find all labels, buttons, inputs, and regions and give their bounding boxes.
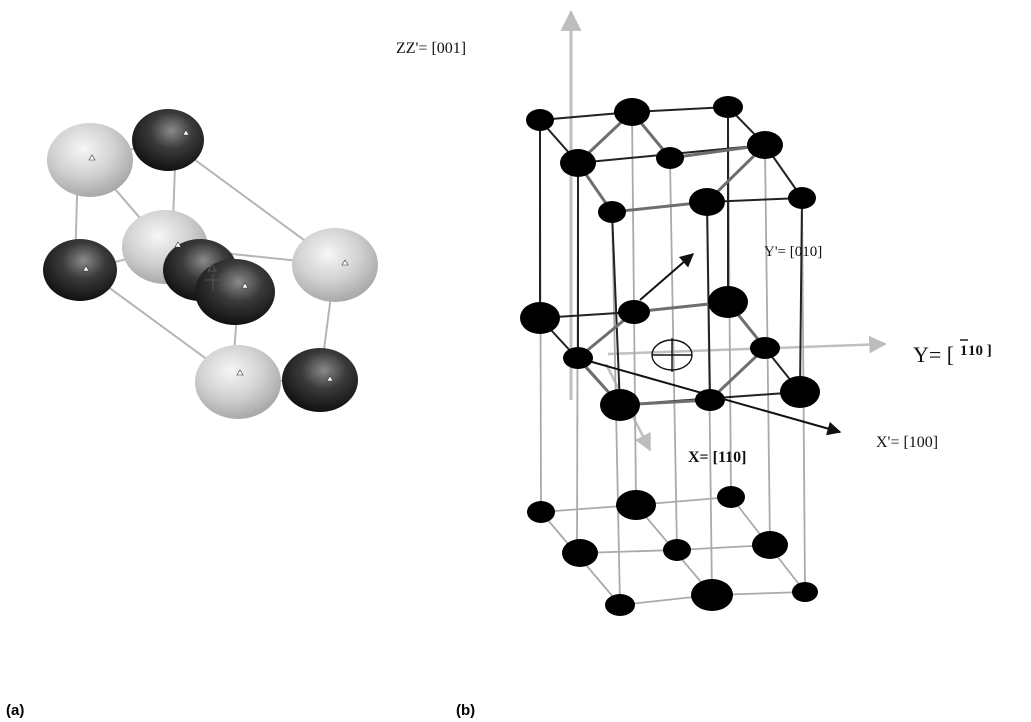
y-prime-axis (639, 253, 695, 301)
atom (562, 539, 598, 567)
x-label: X= [110] (688, 449, 746, 466)
atom (689, 188, 725, 216)
y-prime-label: Y'= [010] (764, 244, 822, 260)
panel-a-caption: (a) (6, 702, 24, 719)
atom (526, 109, 554, 131)
zz-prime-label: ZZ'= [001] (396, 40, 466, 57)
atom-dark (282, 348, 358, 412)
atom (560, 149, 596, 177)
atom (605, 594, 635, 616)
atom (752, 531, 788, 559)
y-axis (607, 335, 887, 356)
atom (563, 347, 593, 369)
atom (695, 389, 725, 411)
panel-a-atoms (43, 109, 378, 419)
atom (656, 147, 684, 169)
panel-a-center-symbol (205, 262, 222, 290)
panel-b-caption: (b) (456, 702, 475, 719)
atom (713, 96, 743, 118)
svg-text:1: 1 (960, 343, 968, 359)
atom (717, 486, 745, 508)
atom (691, 579, 733, 611)
svg-text:10 ]: 10 ] (968, 343, 992, 359)
atom (600, 389, 640, 421)
atom (708, 286, 748, 318)
panel-a-atom-markers (82, 129, 349, 382)
panel-b-lattice: ZZ'= [001] Y'= [010] X'= [100] X= [110] … (396, 9, 992, 616)
atom-light (195, 345, 281, 419)
atom-dark (43, 239, 117, 301)
atom (598, 201, 626, 223)
atom (614, 98, 650, 126)
x-prime-label: X'= [100] (876, 434, 938, 451)
atom (747, 131, 783, 159)
svg-text:Y= [: Y= [ (913, 342, 954, 367)
atom (788, 187, 816, 209)
atom-light (292, 228, 378, 302)
rotation-symbol (651, 338, 693, 372)
atom-dark (195, 259, 275, 325)
atom-dark (132, 109, 204, 171)
panel-a-lattice (43, 109, 378, 419)
atom (780, 376, 820, 408)
atom (616, 490, 656, 520)
atom (618, 300, 650, 324)
panel-b-atoms (520, 96, 820, 616)
atom (750, 337, 780, 359)
atom (520, 302, 560, 334)
y-label: Y= [ 1 10 ] (913, 339, 992, 367)
atom (663, 539, 691, 561)
atom (527, 501, 555, 523)
atom (792, 582, 818, 602)
